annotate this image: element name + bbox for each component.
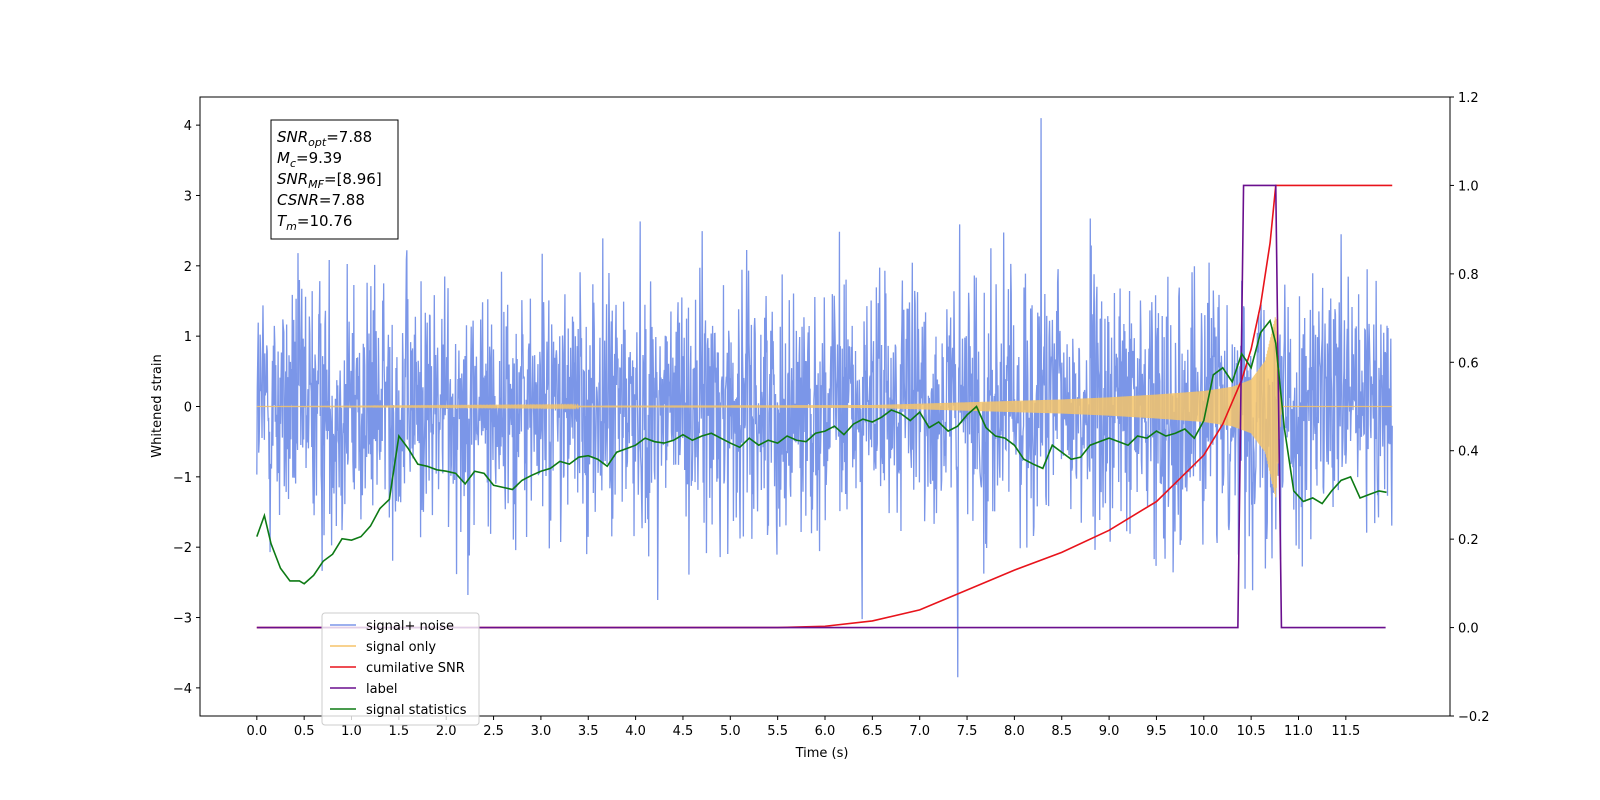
series-signal-statistics-line — [256, 318, 1387, 585]
y-right-tick-label: 0.6 — [1458, 356, 1479, 371]
x-tick-label: 7.5 — [957, 724, 978, 739]
x-tick-label: 11.0 — [1284, 724, 1313, 739]
y-tick-label: 0 — [184, 401, 192, 416]
series-label-line — [256, 184, 1386, 629]
y-right-tick-label: 0.8 — [1458, 268, 1479, 283]
x-tick-label: 3.5 — [578, 724, 599, 739]
legend-frame — [321, 612, 480, 726]
x-tick-label: 7.0 — [909, 724, 930, 739]
x-tick-label: 2.5 — [483, 724, 504, 739]
series-signal-noise-line — [256, 118, 1393, 678]
annotation-frame — [270, 119, 399, 240]
y-axis-label: Whitened strain — [150, 354, 165, 457]
axis-ticks: 0.0 0.5 1.0 1.5 2.0 2.5 3.0 3.5 4.0 4.5 5.0 5.5 6.0 6… — [173, 91, 1490, 739]
annotation-line: SNRopt=7.88 — [277, 128, 372, 149]
annotation-symbol: T — [277, 212, 288, 230]
annotation-subscript: c — [290, 157, 296, 170]
annotation-value: =[8.96] — [324, 170, 382, 188]
x-tick-label: 8.0 — [1004, 724, 1025, 739]
annotation-line: Mc=9.39 — [277, 149, 342, 170]
series-signal-only-line — [256, 317, 1393, 498]
annotation-symbol: M — [277, 149, 290, 167]
y-right-tick-label: 1.2 — [1458, 91, 1479, 106]
y-tick-label: −1 — [173, 471, 192, 486]
x-tick-label: 5.5 — [767, 724, 788, 739]
x-axis-label: Time (s) — [795, 746, 849, 761]
annotation-box: SNRopt=7.88Mc=9.39SNRMF=[8.96]CSNR=7.88T… — [270, 119, 399, 240]
annotation-value: =9.39 — [296, 149, 342, 167]
x-tick-label: 5.0 — [720, 724, 741, 739]
x-tick-label: 2.0 — [436, 724, 457, 739]
series-cumulative-snr-line — [256, 184, 1393, 629]
x-tick-label: 10.0 — [1189, 724, 1218, 739]
annotation-subscript: opt — [308, 136, 327, 149]
y-right-tick-label: 0.0 — [1458, 622, 1479, 637]
x-tick-label: 9.0 — [1099, 724, 1120, 739]
y-tick-label: −4 — [173, 682, 192, 697]
y-tick-label: 2 — [184, 260, 192, 275]
x-tick-label: 0.0 — [246, 724, 267, 739]
y-tick-label: −3 — [173, 612, 192, 627]
y-tick-label: 3 — [184, 189, 192, 204]
y-right-tick-label: −0.2 — [1458, 710, 1490, 725]
legend: signal+ noise signal only cumilative SNR la… — [321, 612, 480, 726]
x-tick-label: 1.5 — [389, 724, 410, 739]
legend-label: signal statistics — [366, 703, 467, 718]
x-tick-label: 4.5 — [673, 724, 694, 739]
x-tick-label: 6.0 — [815, 724, 836, 739]
y-right-tick-label: 1.0 — [1458, 179, 1479, 194]
annotation-symbol: SNR — [277, 170, 308, 188]
legend-label: cumilative SNR — [366, 661, 465, 676]
y-tick-label: 1 — [184, 330, 192, 345]
y-right-tick-label: 0.2 — [1458, 533, 1479, 548]
annotation-subscript: m — [286, 220, 297, 233]
legend-label: signal only — [366, 640, 436, 655]
annotation-symbol: CSNR — [277, 191, 319, 209]
x-tick-label: 1.0 — [341, 724, 362, 739]
annotation-symbol: SNR — [277, 128, 308, 146]
y-right-tick-label: 0.4 — [1458, 445, 1479, 460]
annotation-value: =10.76 — [297, 212, 353, 230]
x-tick-label: 6.5 — [862, 724, 883, 739]
annotation-value: =7.88 — [319, 191, 365, 209]
x-tick-label: 11.5 — [1331, 724, 1360, 739]
y-tick-label: −2 — [173, 541, 192, 556]
annotation-subscript: MF — [308, 178, 324, 191]
x-tick-label: 4.0 — [625, 724, 646, 739]
plot-area — [256, 118, 1393, 678]
x-tick-label: 10.5 — [1237, 724, 1266, 739]
x-tick-label: 0.5 — [294, 724, 315, 739]
annotation-value: =7.88 — [326, 128, 372, 146]
x-tick-label: 9.5 — [1146, 724, 1167, 739]
y-tick-label: 4 — [184, 119, 192, 134]
series-group — [256, 118, 1393, 678]
annotation-line: SNRMF=[8.96] — [277, 170, 382, 191]
annotation-line: CSNR=7.88 — [277, 191, 365, 209]
annotation-line: Tm=10.76 — [277, 212, 352, 233]
legend-label: signal+ noise — [366, 619, 454, 634]
x-tick-label: 3.0 — [531, 724, 552, 739]
legend-label: label — [366, 682, 397, 697]
x-tick-label: 8.5 — [1051, 724, 1072, 739]
